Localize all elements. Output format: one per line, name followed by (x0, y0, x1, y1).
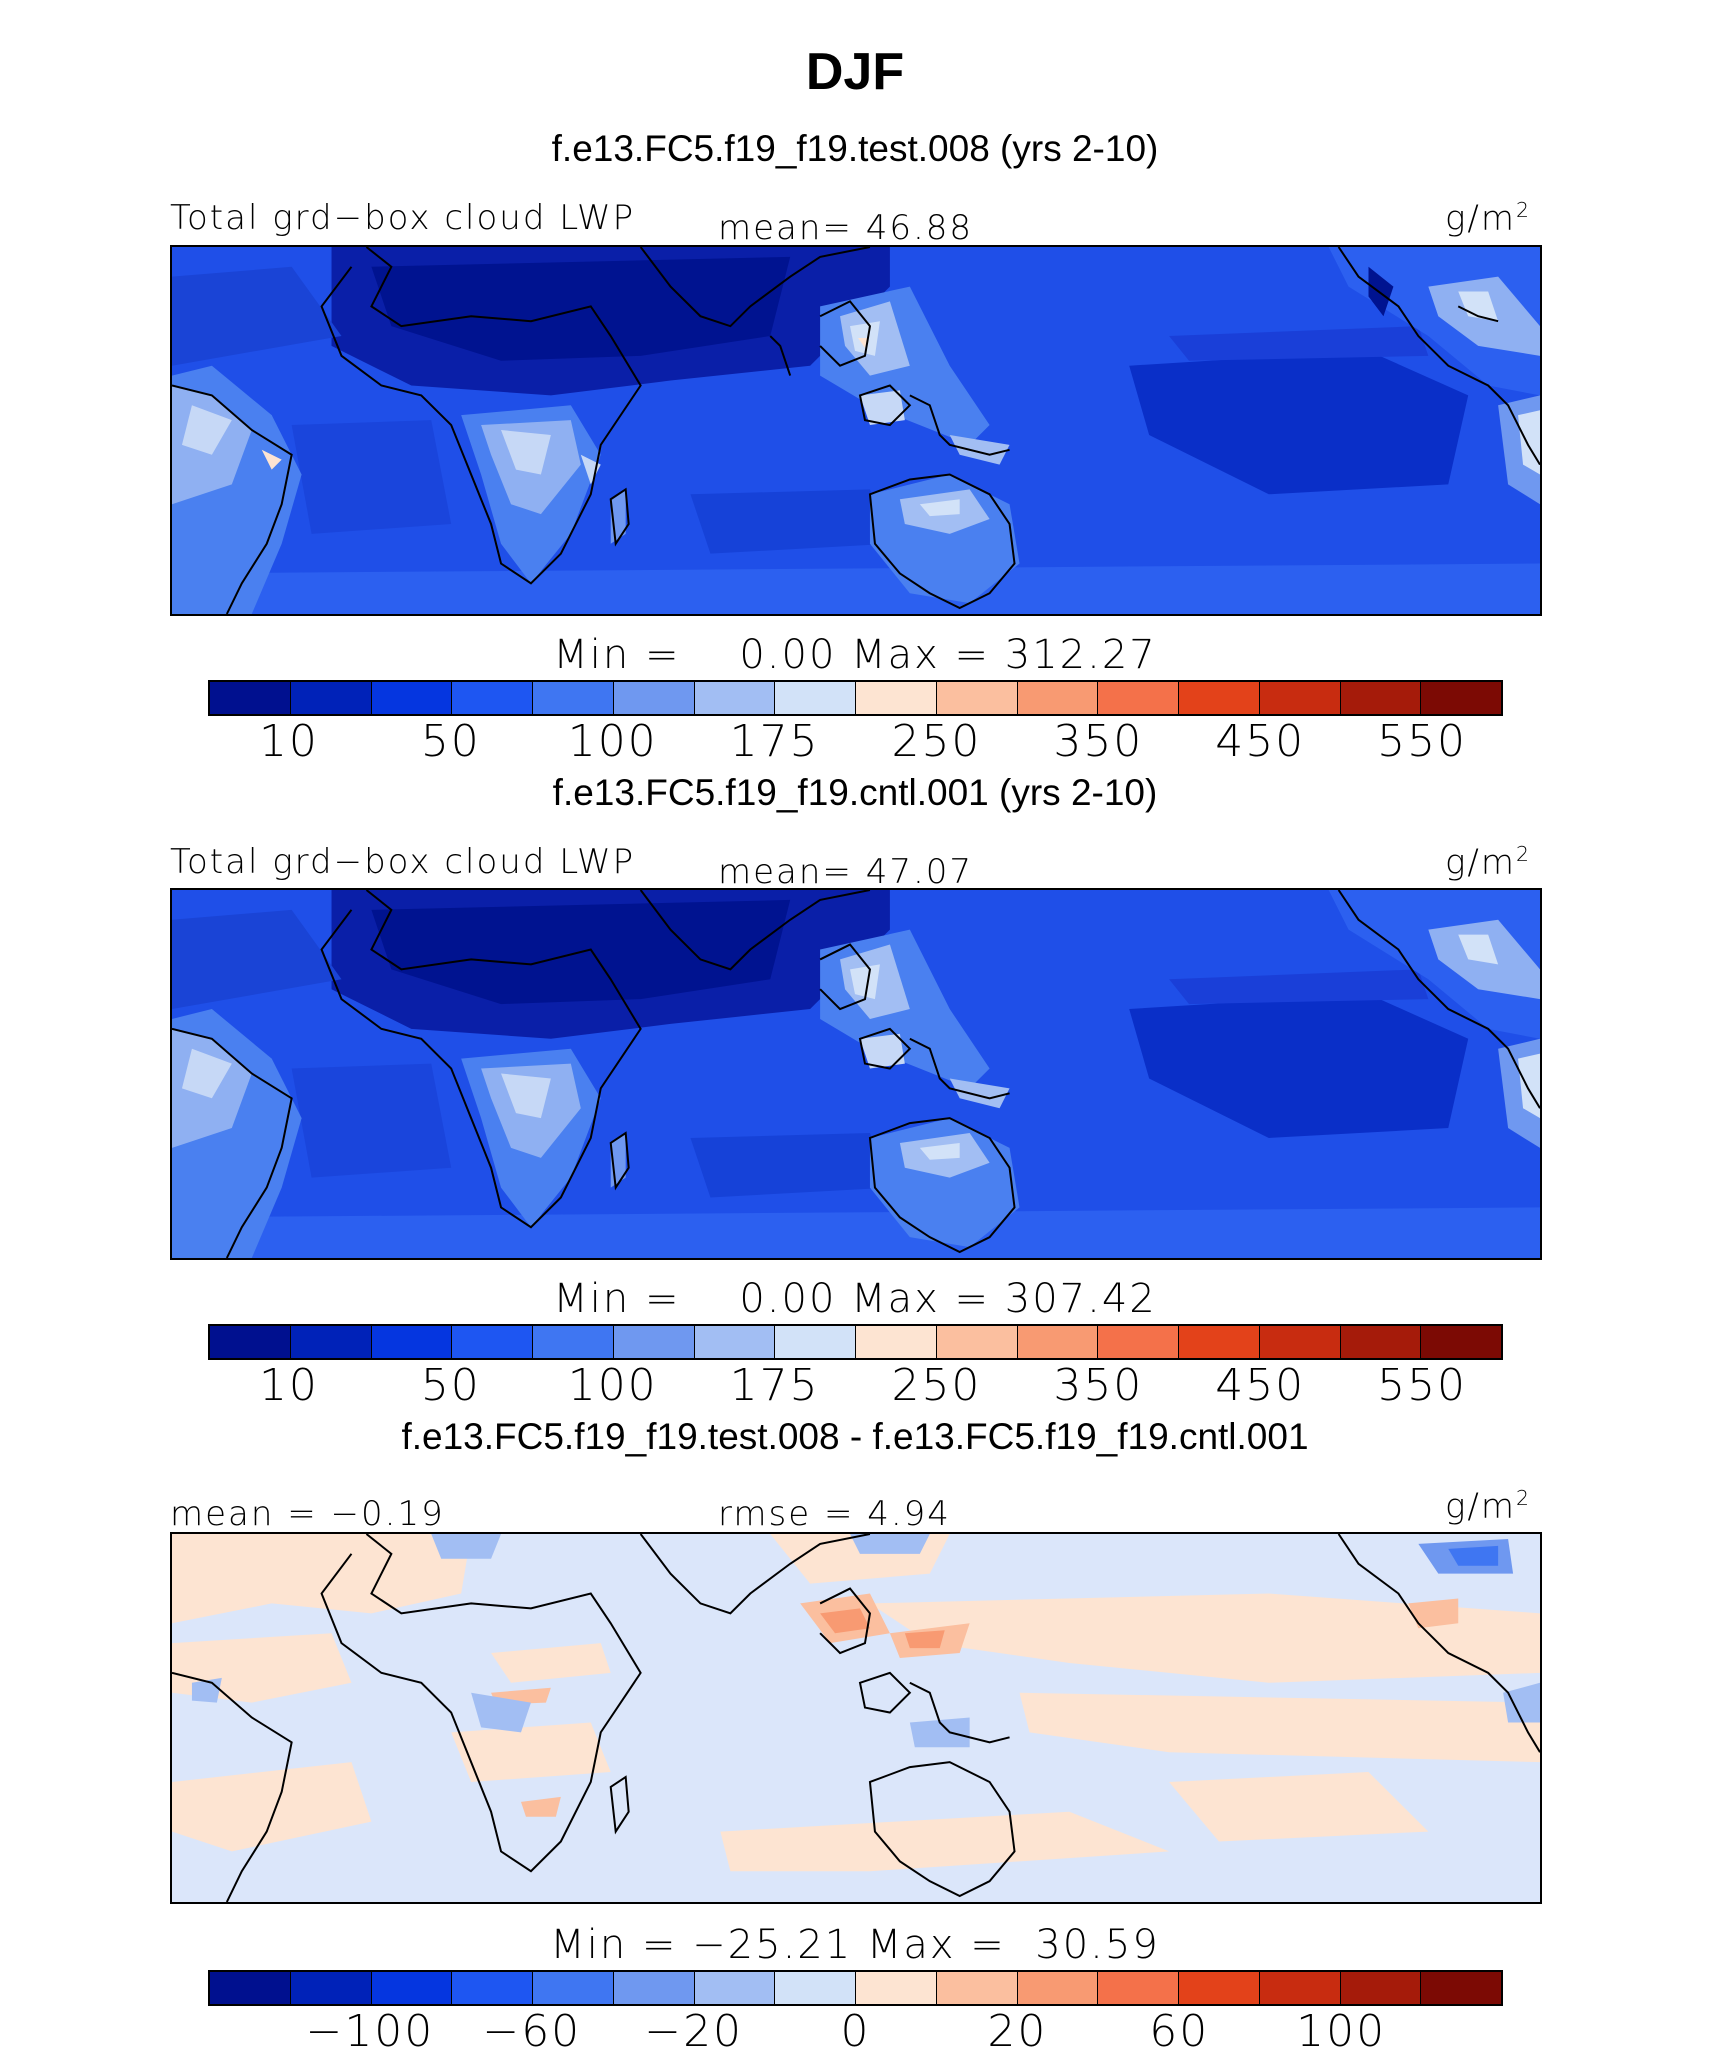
panel2-map (170, 888, 1542, 1260)
colorbar-swatch (1259, 682, 1341, 714)
panel2-mean-label: mean= 47.07 (718, 852, 974, 892)
colorbar-tick-label: 550 (1377, 1360, 1468, 1411)
colorbar-swatch (613, 1326, 695, 1358)
colorbar-swatch (533, 1972, 614, 2004)
colorbar-swatch (936, 1326, 1018, 1358)
colorbar-swatch (1017, 682, 1099, 714)
panel3-mean-label: mean = −0.19 (170, 1494, 445, 1534)
colorbar-swatch (936, 1972, 1018, 2004)
colorbar-tick-label: 20 (987, 2006, 1048, 2057)
colorbar-swatch (533, 682, 614, 714)
panel3-map (170, 1532, 1542, 1904)
colorbar-swatch (1259, 1972, 1341, 2004)
panel2-field-svg (172, 890, 1540, 1258)
colorbar-swatch (775, 682, 856, 714)
colorbar-swatch (1098, 682, 1179, 714)
colorbar-swatch (371, 1972, 453, 2004)
colorbar-tick-label: 350 (1053, 1360, 1144, 1411)
colorbar-swatch (290, 1972, 372, 2004)
colorbar-swatch (613, 682, 695, 714)
colorbar-tick-label: −20 (644, 2006, 744, 2057)
colorbar-swatch (1421, 1972, 1501, 2004)
colorbar-tick-label: 250 (891, 1360, 982, 1411)
colorbar-swatch (1098, 1326, 1179, 1358)
panel3-rmse-label: rmse = 4.94 (718, 1494, 951, 1534)
colorbar-tick-label: 175 (729, 716, 820, 767)
colorbar-tick-label: 50 (420, 1360, 481, 1411)
panel3-field-svg (172, 1534, 1540, 1902)
colorbar-tick-label: 10 (258, 716, 319, 767)
colorbar-tick-label: 100 (1296, 2006, 1387, 2057)
colorbar-swatch (775, 1326, 856, 1358)
colorbar-tick-label: 250 (891, 716, 982, 767)
colorbar-swatch (1340, 1972, 1422, 2004)
colorbar-swatch (1259, 1326, 1341, 1358)
panel1-units-label: g/m2 (1445, 198, 1531, 239)
panel1-variable-label: Total grd−box cloud LWP (170, 198, 636, 238)
panel2-variable-label: Total grd−box cloud LWP (170, 842, 636, 882)
colorbar-swatch (1340, 1326, 1422, 1358)
colorbar-swatch (290, 1326, 372, 1358)
panel2-minmax: Min = 0.00 Max = 307.42 (553, 1276, 1157, 1322)
colorbar-swatch (1017, 1972, 1099, 2004)
colorbar-swatch (371, 1326, 453, 1358)
colorbar-swatch (1421, 1326, 1501, 1358)
colorbar-tick-label: 0 (840, 2006, 871, 2057)
colorbar-swatch (452, 682, 533, 714)
colorbar-tick-label: −60 (482, 2006, 582, 2057)
panel3-colorbar-ticks: −100 −60 −20 0 20 60 100 (208, 2006, 1503, 2057)
colorbar-tick-label: −100 (305, 2006, 435, 2057)
panel3-minmax: Min = −25.21 Max = 30.59 (550, 1922, 1160, 1968)
colorbar-swatch (694, 1326, 776, 1358)
colorbar-swatch (936, 682, 1018, 714)
colorbar-tick-label: 450 (1215, 716, 1306, 767)
colorbar-tick-label: 100 (567, 1360, 658, 1411)
panel1-colorbar-ticks: 10 50 100 175 250 350 450 550 (208, 716, 1503, 767)
panel1-map (170, 245, 1542, 616)
colorbar-tick-label: 175 (729, 1360, 820, 1411)
panel2-units-label: g/m2 (1445, 842, 1531, 883)
colorbar-tick-label: 100 (567, 716, 658, 767)
colorbar-tick-label: 550 (1377, 716, 1468, 767)
colorbar-tick-label: 350 (1053, 716, 1144, 767)
colorbar-swatch (694, 682, 776, 714)
colorbar-swatch (452, 1972, 533, 2004)
colorbar-swatch (1421, 682, 1501, 714)
panel3-colorbar (208, 1970, 1503, 2006)
colorbar-tick-label: 450 (1215, 1360, 1306, 1411)
colorbar-swatch (856, 682, 937, 714)
colorbar-tick-label: 60 (1149, 2006, 1210, 2057)
colorbar-swatch (210, 1972, 291, 2004)
colorbar-swatch (694, 1972, 776, 2004)
colorbar-swatch (290, 682, 372, 714)
panel1-field-svg (172, 247, 1540, 614)
colorbar-tick-label: 50 (420, 716, 481, 767)
panel3-units-label: g/m2 (1445, 1486, 1531, 1527)
figure-title: DJF (805, 43, 905, 101)
panel3-case-title: f.e13.FC5.f19_f19.test.008 - f.e13.FC5.f… (401, 1416, 1309, 1457)
colorbar-swatch (1340, 682, 1422, 714)
panel1-colorbar (208, 680, 1503, 716)
colorbar-swatch (371, 682, 453, 714)
colorbar-swatch (1098, 1972, 1179, 2004)
colorbar-swatch (775, 1972, 856, 2004)
colorbar-swatch (856, 1326, 937, 1358)
colorbar-swatch (1179, 1326, 1260, 1358)
panel2-case-title: f.e13.FC5.f19_f19.cntl.001 (yrs 2-10) (552, 772, 1158, 813)
panel2-colorbar (208, 1324, 1503, 1360)
colorbar-swatch (1179, 1972, 1260, 2004)
colorbar-swatch (613, 1972, 695, 2004)
colorbar-swatch (533, 1326, 614, 1358)
colorbar-swatch (452, 1326, 533, 1358)
colorbar-swatch (210, 1326, 291, 1358)
panel1-minmax: Min = 0.00 Max = 312.27 (553, 632, 1157, 678)
panel2-colorbar-ticks: 10 50 100 175 250 350 450 550 (208, 1360, 1503, 1411)
colorbar-swatch (1179, 682, 1260, 714)
panel1-case-title: f.e13.FC5.f19_f19.test.008 (yrs 2-10) (551, 128, 1159, 169)
colorbar-tick-label: 10 (258, 1360, 319, 1411)
colorbar-swatch (856, 1972, 937, 2004)
colorbar-swatch (210, 682, 291, 714)
panel1-mean-label: mean= 46.88 (718, 208, 974, 248)
colorbar-swatch (1017, 1326, 1099, 1358)
